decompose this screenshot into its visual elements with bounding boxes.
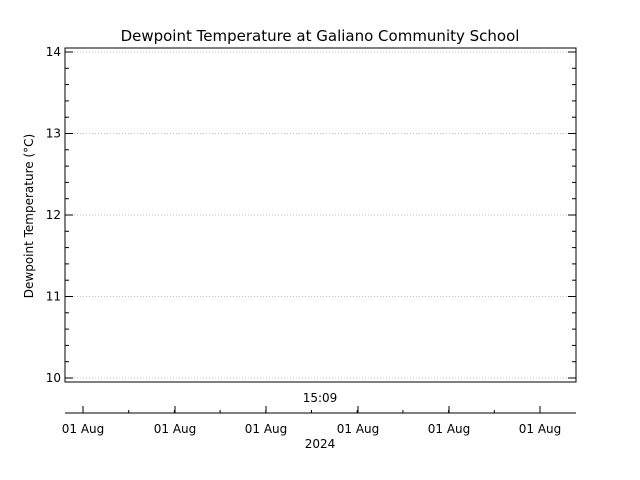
x-tick-label: 01 Aug bbox=[337, 422, 380, 436]
time-annotation: 15:09 bbox=[303, 391, 338, 405]
x-tick-label: 01 Aug bbox=[62, 422, 105, 436]
x-tick-label: 01 Aug bbox=[519, 422, 562, 436]
y-tick-label: 13 bbox=[46, 127, 61, 141]
x-year-label: 2024 bbox=[305, 437, 336, 451]
x-tick-label: 01 Aug bbox=[245, 422, 288, 436]
x-tick-label: 01 Aug bbox=[428, 422, 471, 436]
y-tick-label: 10 bbox=[46, 371, 61, 385]
chart-title: Dewpoint Temperature at Galiano Communit… bbox=[121, 27, 520, 45]
x-axis-ticks: 01 Aug 01 Aug 01 Aug 01 Aug 01 Aug 01 Aug bbox=[62, 406, 562, 436]
y-axis-ticks: 10 11 12 13 14 bbox=[46, 45, 576, 385]
x-tick-label: 01 Aug bbox=[154, 422, 197, 436]
y-tick-label: 12 bbox=[46, 208, 61, 222]
y-gridlines bbox=[65, 51, 576, 379]
y-axis-label: Dewpoint Temperature (°C) bbox=[22, 134, 36, 298]
y-tick-label: 14 bbox=[46, 45, 61, 59]
y-tick-label: 11 bbox=[46, 290, 61, 304]
